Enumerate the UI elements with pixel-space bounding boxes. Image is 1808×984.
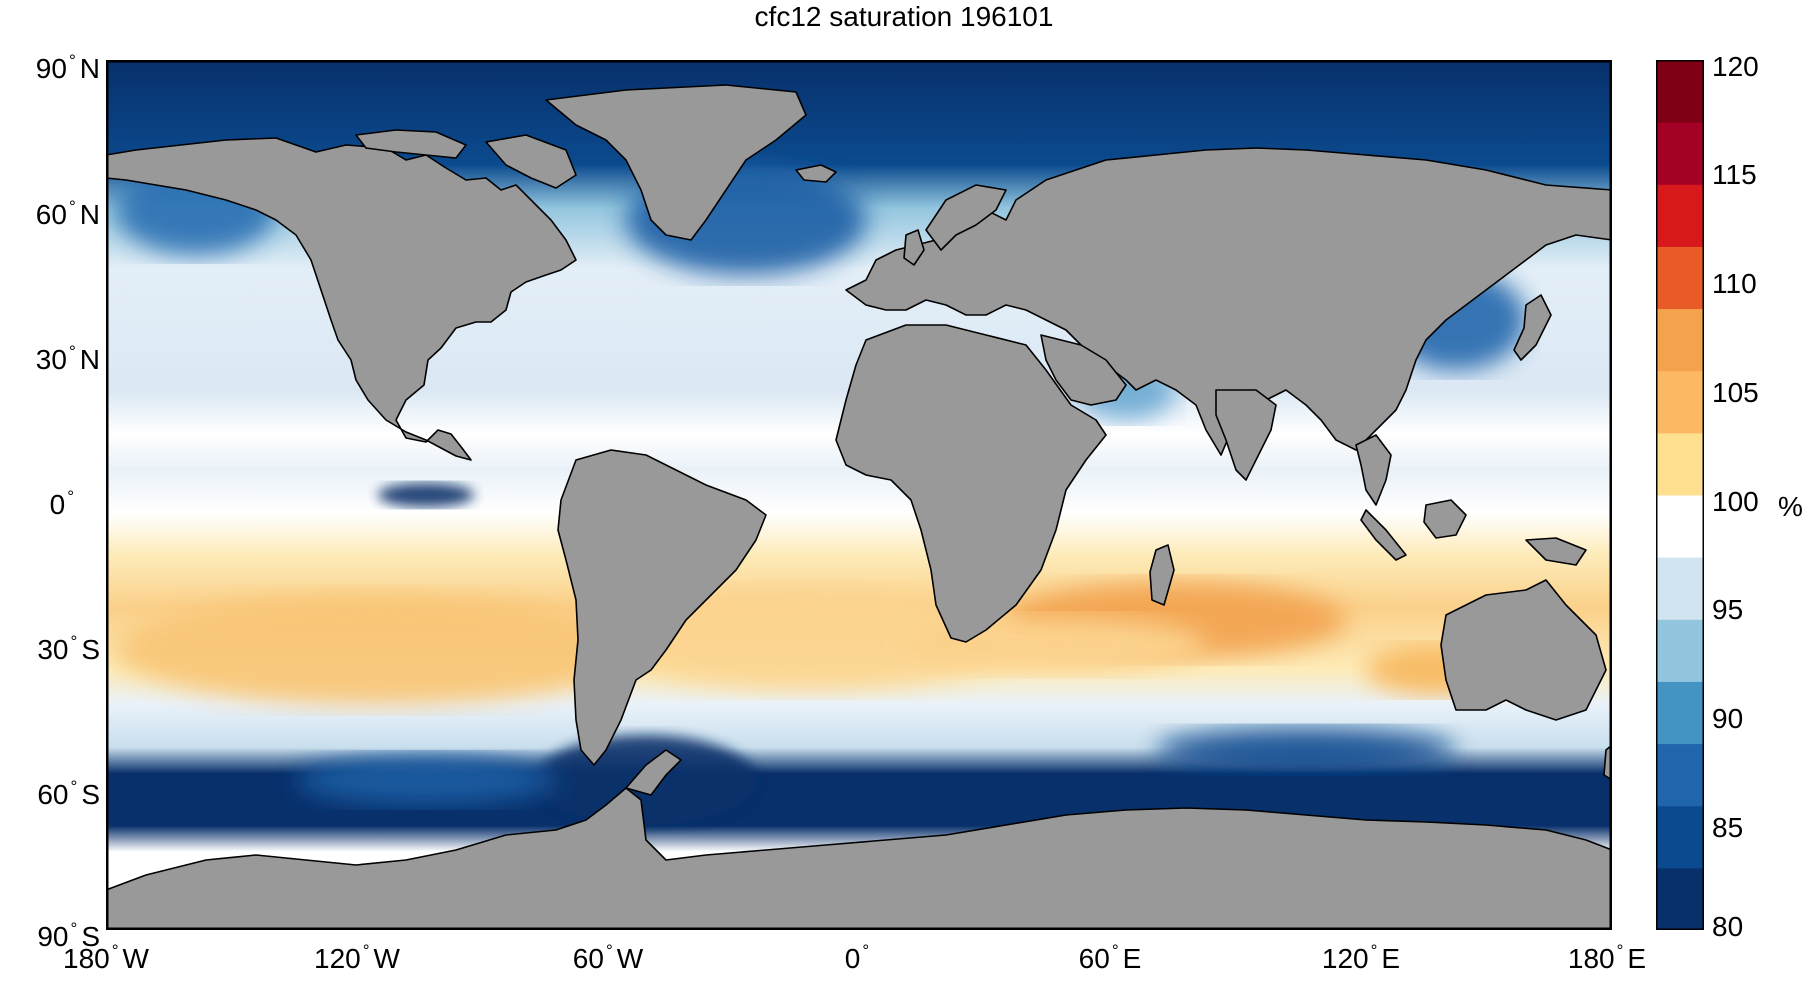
lon-label-180w: 180 ° W: [63, 941, 149, 974]
south-atlantic-warm: [596, 590, 1016, 690]
world-map: [106, 60, 1612, 930]
southern-ocean-blue: [1156, 728, 1456, 772]
lat-label-60n: 60 ° N: [35, 197, 100, 230]
iceland: [795, 164, 837, 183]
colorbar-step: [1656, 60, 1704, 123]
eq-pacific-cold: [378, 483, 474, 507]
colorbar-steps: [1656, 60, 1704, 930]
colorbar-step: [1656, 805, 1704, 869]
lat-label-30n: 30 ° N: [35, 342, 100, 375]
sumatra: [1360, 509, 1407, 561]
madagascar: [1149, 544, 1175, 606]
colorbar-step: [1656, 370, 1704, 434]
lon-label-60w: 60 ° W: [572, 941, 644, 974]
arabia: [1040, 334, 1127, 406]
colorbar-step: [1656, 122, 1704, 185]
baffin-island: [485, 134, 577, 189]
colorbar-step: [1656, 495, 1704, 558]
colorbar-tick-90: 90: [1712, 703, 1744, 734]
africa: [835, 324, 1107, 643]
lon-label-60e: 60 ° E: [1078, 941, 1142, 974]
colorbar-step: [1656, 681, 1704, 745]
lat-label-90s: 90 ° S: [37, 919, 100, 952]
colorbar-tick-100: 100: [1712, 486, 1759, 517]
lat-label-0: 0 °: [49, 487, 74, 520]
south-pacific-blue: [296, 755, 556, 805]
colorbar-tick-115: 115: [1712, 159, 1757, 190]
colorbar-step: [1656, 184, 1704, 247]
eurasia: [845, 147, 1612, 456]
lon-label-0: 0 °: [844, 941, 870, 974]
antarctica: [106, 787, 1612, 930]
british-isles: [903, 229, 925, 266]
canadian-arctic: [355, 129, 467, 159]
borneo: [1423, 499, 1467, 539]
colorbar-tick-85: 85: [1712, 812, 1744, 843]
colorbar-unit: %: [1778, 491, 1803, 522]
colorbar-tick-105: 105: [1712, 377, 1759, 408]
lat-label-30s: 30 ° S: [37, 632, 100, 665]
japan: [1513, 294, 1552, 361]
south-pacific-warm: [116, 595, 636, 705]
colorbar-tick-110: 110: [1712, 268, 1757, 299]
south-america: [557, 449, 767, 766]
southeast-asia: [1355, 434, 1392, 506]
colorbar-step: [1656, 619, 1704, 682]
colorbar-step: [1656, 432, 1704, 496]
colorbar-tick-80: 80: [1712, 911, 1744, 942]
scandinavia: [925, 184, 1007, 251]
map-title: cfc12 saturation 196101: [754, 1, 1054, 32]
greenland: [545, 84, 807, 241]
lon-label-120w: 120 ° W: [314, 941, 400, 974]
colorbar-step: [1656, 308, 1704, 372]
colorbar-step: [1656, 743, 1704, 807]
lon-label-120e: 120 ° E: [1321, 941, 1401, 974]
north-america: [106, 137, 577, 461]
colorbar-step: [1656, 867, 1704, 930]
colorbar-tick-95: 95: [1712, 594, 1744, 625]
lon-label-180e: 180 ° E: [1567, 941, 1647, 974]
lat-label-60s: 60 ° S: [37, 777, 100, 810]
colorbar-step: [1656, 557, 1704, 620]
colorbar-step: [1656, 246, 1704, 310]
colorbar: [1656, 60, 1704, 930]
new-guinea: [1525, 537, 1587, 566]
australia: [1440, 579, 1607, 721]
antarctic-peninsula: [625, 749, 682, 796]
land-masses: [106, 84, 1612, 930]
lat-label-90n: 90 ° N: [35, 51, 100, 84]
colorbar-tick-120: 120: [1712, 51, 1759, 82]
india: [1215, 389, 1277, 481]
